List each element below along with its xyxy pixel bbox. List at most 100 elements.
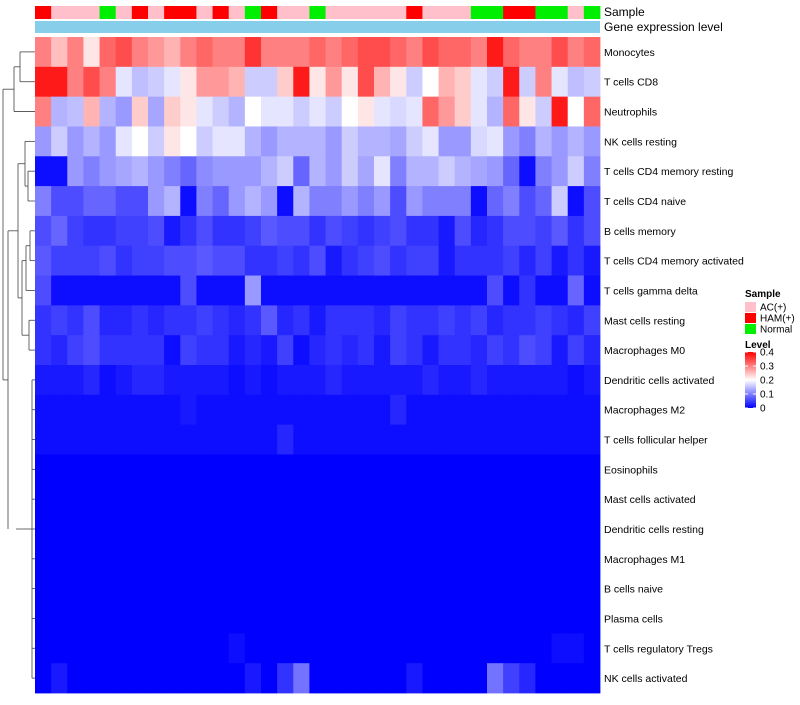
heatmap-cell <box>164 37 181 68</box>
sample-cell <box>325 6 343 19</box>
heatmap-cell <box>51 37 68 68</box>
heatmap-cell <box>277 394 294 426</box>
heatmap-cell <box>438 424 456 455</box>
heatmap-cell <box>51 156 68 187</box>
heatmap-cell <box>535 633 552 664</box>
sample-cell <box>438 6 456 19</box>
heatmap-cell <box>454 454 472 485</box>
heatmap-cell <box>196 394 213 426</box>
heatmap-cell <box>148 663 165 694</box>
heatmap-cell <box>131 573 149 604</box>
heatmap-cell <box>196 454 213 485</box>
heatmap-cell <box>51 245 68 276</box>
heatmap-cell <box>35 394 52 426</box>
heatmap-cell <box>293 66 310 98</box>
legend-tick-label: 0.3 <box>760 362 774 373</box>
heatmap-cell <box>503 454 520 485</box>
heatmap-cell <box>341 126 359 157</box>
heatmap-cell <box>148 543 165 575</box>
heatmap-cell <box>131 394 149 426</box>
heatmap-cell <box>148 335 165 366</box>
heatmap-cell <box>487 603 504 634</box>
heatmap-cell <box>293 394 310 426</box>
sample-cell <box>277 6 294 19</box>
heatmap-cell <box>35 66 52 98</box>
heatmap-cell <box>261 484 278 515</box>
heatmap-cell <box>51 335 68 366</box>
heatmap-cell <box>115 514 133 545</box>
heatmap-cell <box>583 37 601 68</box>
heatmap-cell <box>212 126 230 157</box>
heatmap-cell <box>35 126 52 157</box>
heatmap-cell <box>180 245 197 276</box>
heatmap-cell <box>261 394 278 426</box>
heatmap-cell <box>357 454 375 485</box>
heatmap-cell <box>228 37 246 68</box>
heatmap-cell <box>390 633 407 664</box>
heatmap-cell <box>164 365 181 396</box>
sample-annotation-track <box>35 6 601 19</box>
heatmap-cell <box>83 275 100 306</box>
heatmap-cell <box>67 573 84 604</box>
heatmap-cell <box>180 454 197 485</box>
heatmap-cell <box>503 573 520 604</box>
heatmap-cell <box>454 573 472 604</box>
heatmap-cell <box>390 603 407 634</box>
heatmap-cell <box>503 37 520 68</box>
heatmap-cell <box>503 543 520 575</box>
heatmap-cell <box>99 275 117 306</box>
heatmap-cell <box>35 573 52 604</box>
heatmap-cell <box>374 394 391 426</box>
heatmap-cell <box>325 96 343 127</box>
heatmap-cell <box>309 603 326 634</box>
heatmap-cell <box>454 96 472 127</box>
heatmap-cell <box>164 186 181 217</box>
heatmap-cell <box>374 514 391 545</box>
heatmap-cell <box>551 573 569 604</box>
heatmap-cell <box>131 543 149 575</box>
heatmap-cell <box>67 603 84 634</box>
heatmap-cell <box>148 424 165 455</box>
heatmap-cell <box>115 633 133 664</box>
heatmap-cell <box>131 365 149 396</box>
heatmap-cell <box>244 275 262 306</box>
heatmap-cell <box>454 543 472 575</box>
heatmap-cell <box>67 454 84 485</box>
heatmap-cell <box>583 66 601 98</box>
heatmap-cell <box>551 275 569 306</box>
heatmap-cell <box>422 245 439 276</box>
heatmap-cell <box>164 514 181 545</box>
heatmap-cell <box>35 484 52 515</box>
heatmap-cell <box>341 275 359 306</box>
row-label: B cells memory <box>604 226 677 238</box>
heatmap-cell <box>519 156 536 187</box>
heatmap-cell <box>212 305 230 336</box>
heatmap-cell <box>454 245 472 276</box>
heatmap-cell <box>406 365 423 396</box>
heatmap-cell <box>180 603 197 634</box>
heatmap-cell <box>99 186 117 217</box>
heatmap-cell <box>567 663 585 694</box>
heatmap-cell <box>99 633 117 664</box>
heatmap-cell <box>67 215 84 247</box>
heatmap-cell <box>374 275 391 306</box>
heatmap-cell <box>148 603 165 634</box>
heatmap-cell <box>535 484 552 515</box>
sample-cell <box>583 6 601 19</box>
sample-cell <box>83 6 100 19</box>
heatmap-cell <box>212 424 230 455</box>
heatmap-cell <box>535 186 552 217</box>
heatmap-cell <box>551 633 569 664</box>
heatmap-cell <box>83 603 100 634</box>
heatmap-cell <box>228 275 246 306</box>
heatmap-cell <box>164 215 181 247</box>
heatmap-cell <box>228 365 246 396</box>
heatmap-cell <box>228 603 246 634</box>
heatmap-cell <box>180 275 197 306</box>
row-label: Monocytes <box>604 47 655 59</box>
heatmap-cell <box>583 663 601 694</box>
heatmap-cell <box>83 484 100 515</box>
heatmap-cell <box>67 514 84 545</box>
heatmap-cell <box>438 484 456 515</box>
heatmap-cell <box>228 126 246 157</box>
